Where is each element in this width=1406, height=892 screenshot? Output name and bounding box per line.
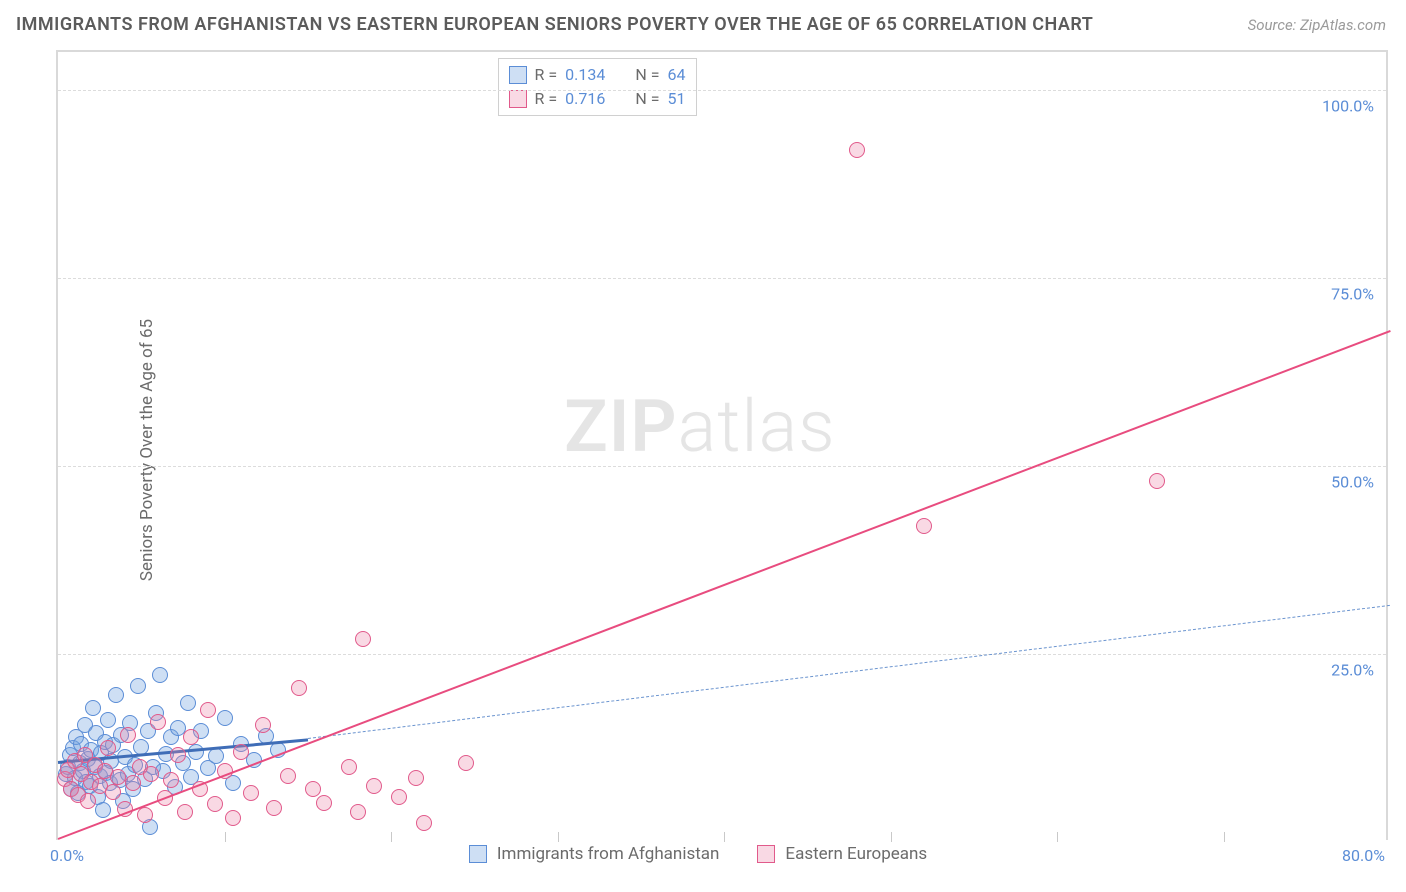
data-point xyxy=(100,740,116,756)
data-point xyxy=(341,759,357,775)
data-point xyxy=(350,804,366,820)
gridline xyxy=(58,654,1386,655)
data-point xyxy=(217,710,233,726)
data-point xyxy=(355,631,371,647)
plot-area: ZIPatlas R =0.134N = 64R =0.716N = 51 25… xyxy=(56,50,1388,840)
watermark-zip: ZIP xyxy=(564,384,677,469)
legend-label: Eastern Europeans xyxy=(785,844,927,864)
data-point xyxy=(243,785,259,801)
data-point xyxy=(163,772,179,788)
legend-item: Immigrants from Afghanistan xyxy=(469,844,720,864)
x-tick xyxy=(225,832,226,842)
data-point xyxy=(100,712,116,728)
data-point xyxy=(110,769,126,785)
data-point xyxy=(316,795,332,811)
data-point xyxy=(170,747,186,763)
data-point xyxy=(255,717,271,733)
y-tick-label: 100.0% xyxy=(1322,96,1374,115)
data-point xyxy=(233,744,249,760)
y-tick-label: 50.0% xyxy=(1331,472,1374,491)
legend-swatch xyxy=(757,845,775,863)
x-tick xyxy=(1057,832,1058,842)
r-label: R = xyxy=(535,63,558,87)
correlation-legend: R =0.134N = 64R =0.716N = 51 xyxy=(498,58,697,116)
n-value: 64 xyxy=(668,63,686,87)
trend-line xyxy=(308,605,1390,739)
data-point xyxy=(416,815,432,831)
data-point xyxy=(120,727,136,743)
r-value: 0.134 xyxy=(565,63,605,87)
data-point xyxy=(125,775,141,791)
data-point xyxy=(200,702,216,718)
data-point xyxy=(108,687,124,703)
series-legend: Immigrants from Afghanistan Eastern Europ… xyxy=(469,844,927,864)
gridline xyxy=(58,278,1386,279)
data-point xyxy=(85,700,101,716)
data-point xyxy=(183,729,199,745)
legend-label: Immigrants from Afghanistan xyxy=(497,844,720,864)
source-attribution: Source: ZipAtlas.com xyxy=(1248,16,1386,34)
y-tick-label: 75.0% xyxy=(1331,284,1374,303)
y-tick-label: 25.0% xyxy=(1331,660,1374,679)
x-tick xyxy=(558,832,559,842)
data-point xyxy=(105,784,121,800)
data-point xyxy=(180,695,196,711)
data-point xyxy=(291,680,307,696)
data-point xyxy=(225,810,241,826)
legend-swatch xyxy=(469,845,487,863)
x-tick xyxy=(724,832,725,842)
data-point xyxy=(916,518,932,534)
data-point xyxy=(305,781,321,797)
data-point xyxy=(849,142,865,158)
data-point xyxy=(408,770,424,786)
data-point xyxy=(143,766,159,782)
data-point xyxy=(152,667,168,683)
data-point xyxy=(150,714,166,730)
data-point xyxy=(391,789,407,805)
data-point xyxy=(177,804,193,820)
x-tick xyxy=(891,832,892,842)
watermark-atlas: atlas xyxy=(678,384,836,469)
data-point xyxy=(280,768,296,784)
legend-item: Eastern Europeans xyxy=(757,844,927,864)
gridline xyxy=(58,466,1386,467)
trend-line xyxy=(58,330,1391,840)
data-point xyxy=(1149,473,1165,489)
legend-swatch xyxy=(509,66,527,84)
data-point xyxy=(137,807,153,823)
gridline xyxy=(58,90,1386,91)
x-tick xyxy=(391,832,392,842)
data-point xyxy=(366,778,382,794)
data-point xyxy=(458,755,474,771)
correlation-row: R = 0.134 N = 64 xyxy=(509,63,686,87)
data-point xyxy=(207,796,223,812)
n-label: N = xyxy=(635,63,659,87)
data-point xyxy=(80,793,96,809)
x-axis-min-label: 0.0% xyxy=(50,846,84,865)
data-point xyxy=(266,800,282,816)
watermark: ZIPatlas xyxy=(564,384,836,469)
chart-title: IMMIGRANTS FROM AFGHANISTAN VS EASTERN E… xyxy=(16,14,1093,35)
data-point xyxy=(95,802,111,818)
x-tick xyxy=(1224,832,1225,842)
legend-swatch xyxy=(509,90,527,108)
data-point xyxy=(130,678,146,694)
x-axis-max-label: 80.0% xyxy=(1342,846,1385,865)
